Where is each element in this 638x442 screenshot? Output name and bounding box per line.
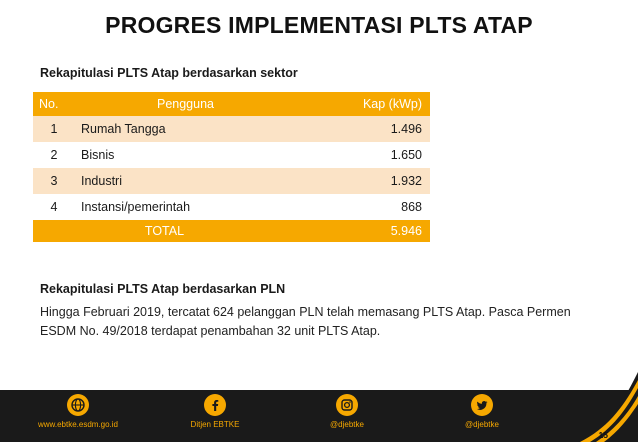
table-total-row: TOTAL 5.946 — [33, 220, 430, 242]
footer-label-instagram: @djebtke — [330, 420, 364, 429]
section-heading-sector: Rekapitulasi PLTS Atap berdasarkan sekto… — [40, 66, 298, 80]
twitter-icon — [471, 394, 493, 416]
instagram-icon — [336, 394, 358, 416]
row-capacity: 1.496 — [296, 116, 430, 142]
section-heading-pln: Rekapitulasi PLTS Atap berdasarkan PLN — [40, 282, 286, 296]
row-capacity: 1.932 — [296, 168, 430, 194]
table-row: 4 Instansi/pemerintah 868 — [33, 194, 430, 220]
facebook-icon — [204, 394, 226, 416]
column-header-capacity: Kap (kWp) — [296, 92, 430, 116]
row-user: Instansi/pemerintah — [75, 194, 296, 220]
total-label: TOTAL — [33, 220, 296, 242]
globe-icon — [67, 394, 89, 416]
row-user: Industri — [75, 168, 296, 194]
row-number: 2 — [33, 142, 75, 168]
table-row: 1 Rumah Tangga 1.496 — [33, 116, 430, 142]
table-row: 2 Bisnis 1.650 — [33, 142, 430, 168]
row-user: Rumah Tangga — [75, 116, 296, 142]
row-capacity: 868 — [296, 194, 430, 220]
row-number: 4 — [33, 194, 75, 220]
footer-label-website: www.ebtke.esdm.go.id — [37, 420, 119, 429]
table-header-row: No. Pengguna Kap (kWp) — [33, 92, 430, 116]
row-user: Bisnis — [75, 142, 296, 168]
footer-label-facebook: Ditjen EBTKE — [190, 420, 240, 429]
table-row: 3 Industri 1.932 — [33, 168, 430, 194]
page-title: PROGRES IMPLEMENTASI PLTS ATAP — [105, 12, 533, 38]
pln-paragraph: Hingga Februari 2019, tercatat 624 pelan… — [40, 305, 571, 338]
row-number: 1 — [33, 116, 75, 142]
page-number: 15 — [598, 430, 608, 440]
column-header-no: No. — [33, 92, 75, 116]
row-capacity: 1.650 — [296, 142, 430, 168]
footer-label-twitter: @djebtke — [465, 420, 499, 429]
corner-stripes-decoration — [580, 372, 638, 442]
column-header-user: Pengguna — [75, 92, 296, 116]
total-value: 5.946 — [296, 220, 430, 242]
footer-bar: www.ebtke.esdm.go.id Ditjen EBTKE @djebt… — [0, 390, 638, 442]
row-number: 3 — [33, 168, 75, 194]
capacity-table: No. Pengguna Kap (kWp) 1 Rumah Tangga 1.… — [33, 92, 430, 242]
